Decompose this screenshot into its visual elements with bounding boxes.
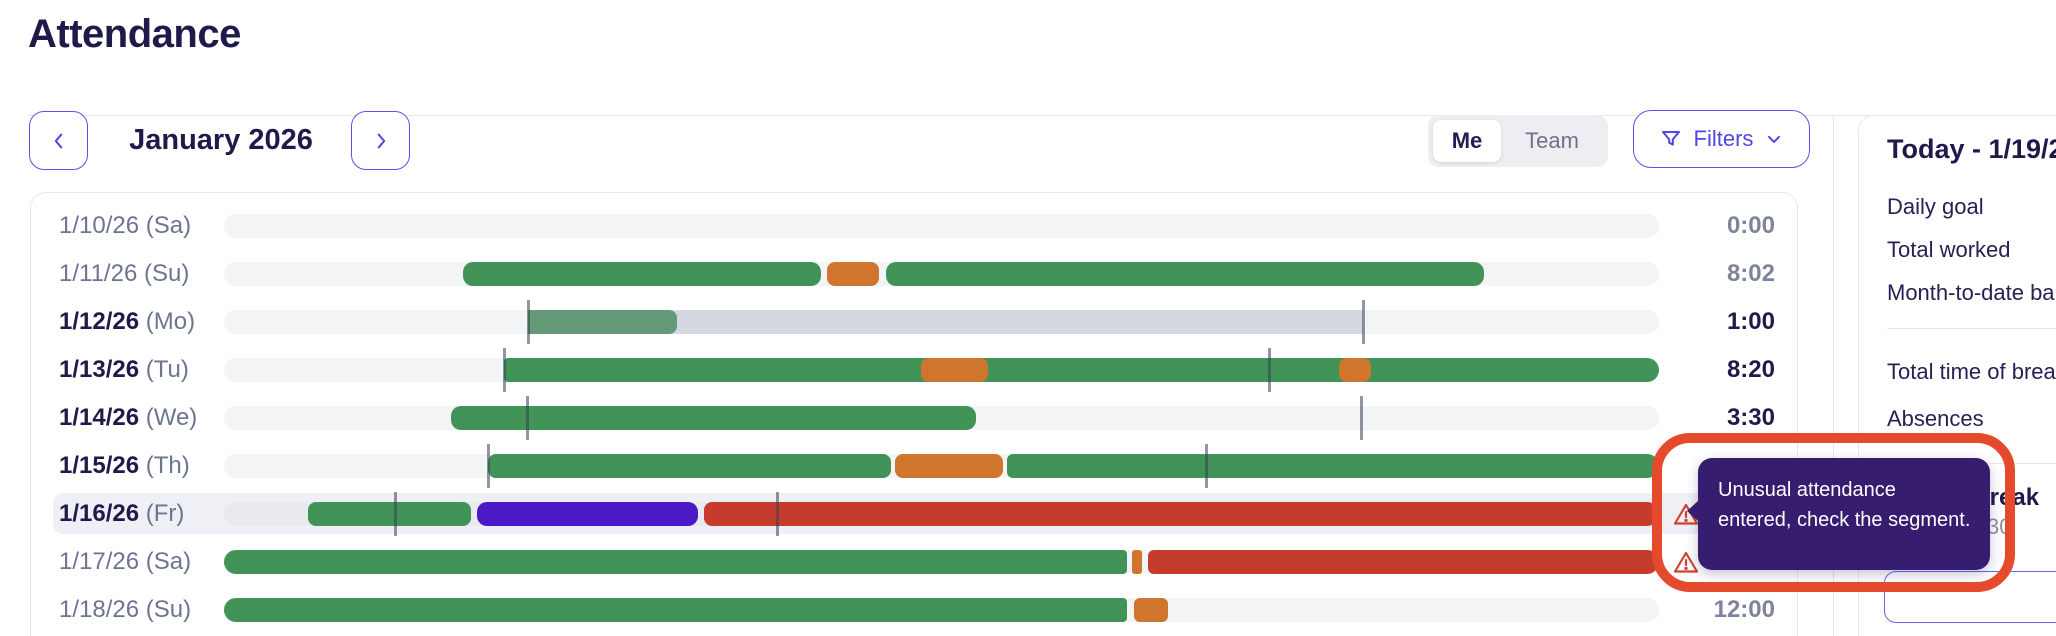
row-date-label: 1/15/26 (Th) (59, 452, 190, 479)
segment-worked[interactable] (504, 358, 1659, 382)
timeline-row: 1/13/26 (Tu) 8:20 (31, 346, 1799, 394)
schedule-marker (776, 492, 779, 536)
row-date-label: 1/14/26 (We) (59, 404, 198, 431)
timeline-row: 1/15/26 (Th) (31, 442, 1799, 490)
attendance-track (224, 550, 1659, 574)
month-label: January 2026 (129, 124, 313, 156)
filter-funnel-icon (1659, 127, 1683, 151)
schedule-marker (1268, 348, 1271, 392)
chevron-right-icon (370, 130, 392, 152)
attendance-track (224, 492, 1659, 536)
segment-worked[interactable] (224, 550, 1127, 574)
segment-worked[interactable] (451, 406, 976, 430)
segment-worked[interactable] (308, 502, 471, 526)
segment-break[interactable] (1339, 358, 1371, 382)
row-date-label: 1/16/26 (Fr) (59, 500, 185, 527)
row-total-time: 8:02 (1726, 260, 1775, 287)
schedule-marker (1362, 300, 1365, 344)
stat-label-total-worked: Total worked (1887, 237, 2011, 262)
segment-break[interactable] (895, 454, 1003, 478)
chevron-left-icon (48, 130, 70, 152)
row-date-label: 1/17/26 (Sa) (59, 548, 192, 575)
filters-button[interactable]: Filters (1633, 110, 1810, 168)
toggle-option-team[interactable]: Team (1525, 128, 1579, 153)
stat-label-total-breaks: Total time of brea (1887, 359, 2056, 384)
row-date-label: 1/13/26 (Tu) (59, 356, 189, 383)
attendance-track (224, 348, 1659, 392)
attendance-track (224, 300, 1659, 344)
stat-label-daily-goal: Daily goal (1887, 194, 1984, 219)
row-date-label: 1/18/26 (Su) (59, 596, 192, 623)
schedule-marker (526, 396, 529, 440)
schedule-marker (527, 300, 530, 344)
timeline-row: 1/17/26 (Sa) (31, 538, 1799, 586)
attendance-track (224, 444, 1659, 488)
view-toggle: Me Team (1428, 115, 1608, 167)
schedule-marker (1205, 444, 1208, 488)
segment-worked-muted[interactable] (528, 310, 677, 334)
tooltip-arrow (1687, 500, 1699, 522)
timeline-row: 1/11/26 (Su) 8:02 (31, 250, 1799, 298)
next-month-button[interactable] (351, 111, 410, 170)
toggle-option-me[interactable]: Me (1433, 120, 1501, 162)
row-date-label: 1/10/26 (Sa) (59, 212, 192, 239)
segment-special[interactable] (477, 502, 698, 526)
side-divider-1 (1887, 328, 2056, 329)
timeline-row: 1/10/26 (Sa) 0:00 (31, 202, 1799, 250)
segment-break[interactable] (1132, 550, 1142, 574)
side-panel-button[interactable] (1884, 571, 2056, 623)
row-total-time: 0:00 (1726, 212, 1775, 239)
row-total-time: 8:20 (1726, 356, 1775, 383)
timeline-card: 1/10/26 (Sa) 0:00 1/11/26 (Su) 8:02 1/12/26 … (30, 192, 1798, 636)
today-heading: Today - 1/19/2 (1887, 134, 2056, 164)
timeline-row: 1/16/26 (Fr) (31, 490, 1799, 538)
header-divider (28, 115, 2056, 116)
timeline-row: 1/14/26 (We) 3:30 (31, 394, 1799, 442)
segment-worked[interactable] (488, 454, 891, 478)
stat-label-month-to-date: Month-to-date ba (1887, 280, 2055, 305)
segment-unusual[interactable] (1148, 550, 1659, 574)
attendance-track (224, 396, 1659, 440)
page-title: Attendance (28, 12, 241, 56)
row-total-time: 1:00 (1726, 308, 1775, 335)
schedule-marker (1360, 396, 1363, 440)
warning-triangle-icon[interactable] (1672, 550, 1700, 575)
attendance-track (224, 262, 1659, 286)
row-total-time: 3:30 (1726, 404, 1775, 431)
chevron-down-icon (1764, 129, 1784, 149)
segment-break[interactable] (1134, 598, 1168, 622)
row-total-time: 12:00 (1713, 596, 1775, 623)
row-date-label: 1/12/26 (Mo) (59, 308, 196, 335)
row-date-label: 1/11/26 (Su) (59, 260, 190, 287)
segment-worked[interactable] (1007, 454, 1659, 478)
segment-break[interactable] (827, 262, 879, 286)
attendance-track (224, 598, 1659, 622)
schedule-marker (394, 492, 397, 536)
panel-divider (1833, 115, 1834, 636)
segment-worked[interactable] (886, 262, 1484, 286)
timeline-row: 1/18/26 (Su) 12:00 (31, 586, 1799, 634)
schedule-marker (503, 348, 506, 392)
prev-month-button[interactable] (29, 111, 88, 170)
segment-break[interactable] (921, 358, 988, 382)
filters-label: Filters (1693, 126, 1754, 151)
unusual-attendance-tooltip: Unusual attendance entered, check the se… (1687, 458, 1990, 570)
segment-worked[interactable] (224, 598, 1127, 622)
stat-label-absences: Absences (1887, 406, 1984, 431)
schedule-marker (487, 444, 490, 488)
timeline-row: 1/12/26 (Mo) 1:00 (31, 298, 1799, 346)
attendance-track (224, 214, 1659, 238)
segment-worked[interactable] (463, 262, 821, 286)
stat-value-break-partial: 30 (1987, 514, 2012, 539)
tooltip-text: Unusual attendance entered, check the se… (1718, 479, 1971, 531)
segment-unusual[interactable] (704, 502, 1659, 526)
